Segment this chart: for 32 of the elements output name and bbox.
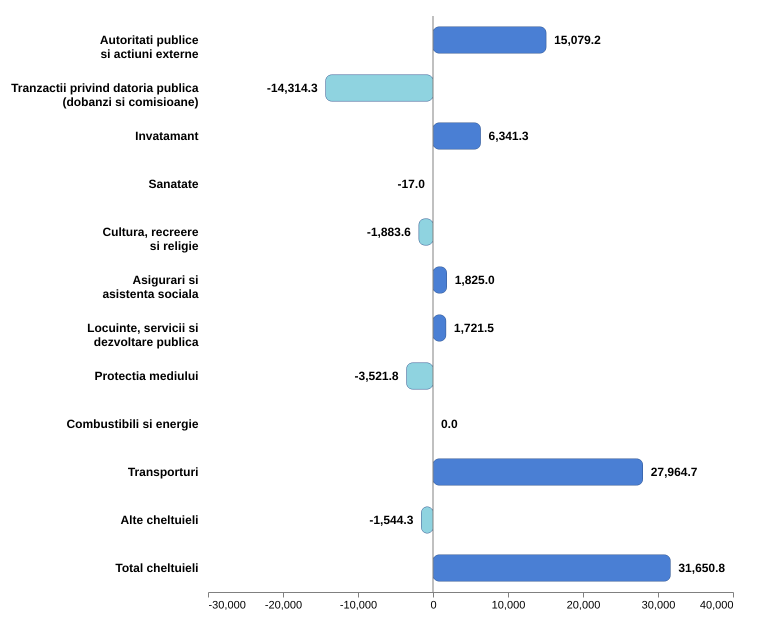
data-label: -1,544.3 <box>369 513 414 527</box>
x-tick-label: 40,000 <box>700 600 734 612</box>
x-tick-label: -20,000 <box>264 600 302 612</box>
x-tick-label: -30,000 <box>208 600 246 612</box>
y-tick-label: Protectia mediului <box>94 369 198 383</box>
data-label: -17.0 <box>398 177 426 191</box>
y-tick-label: Alte cheltuieli <box>120 513 198 527</box>
y-tick-label: Total cheltuieli <box>115 561 198 575</box>
data-label: 31,650.8 <box>678 561 726 575</box>
y-tick-label: Tranzactii privind datoria publica (dobanzi si comisioane) <box>11 81 199 109</box>
y-tick-label: Sanatate <box>148 177 199 191</box>
y-tick-label: Autoritati publice si actiuni externe <box>100 33 199 61</box>
data-label: 15,079.2 <box>554 33 602 47</box>
data-label: -3,521.8 <box>354 369 399 383</box>
y-tick-label: Combustibili si energie <box>66 417 199 431</box>
y-tick-label: Asigurari si asistenta sociala <box>102 273 199 301</box>
x-tick-label: 20,000 <box>566 600 600 612</box>
x-tick-label: 0 <box>430 600 437 612</box>
y-tick-label: Locuinte, servicii si dezvoltare publica <box>87 321 199 349</box>
x-tick-label: -10,000 <box>340 600 378 612</box>
data-label: 6,341.3 <box>488 129 529 143</box>
x-tick-label: 30,000 <box>642 600 676 612</box>
x-tick-label: 10,000 <box>492 600 526 612</box>
data-label: -14,314.3 <box>266 81 318 95</box>
data-label: 1,721.5 <box>454 321 494 335</box>
y-tick-label: Cultura, recreere si religie <box>102 225 199 253</box>
y-tick-label: Transporturi <box>128 465 198 479</box>
data-label: -1,883.6 <box>366 225 412 239</box>
data-label: 1,825.0 <box>454 273 496 287</box>
y-tick-label: Invatamant <box>135 129 198 143</box>
data-label: 0.0 <box>441 417 458 431</box>
data-label: 27,964.7 <box>650 465 698 479</box>
